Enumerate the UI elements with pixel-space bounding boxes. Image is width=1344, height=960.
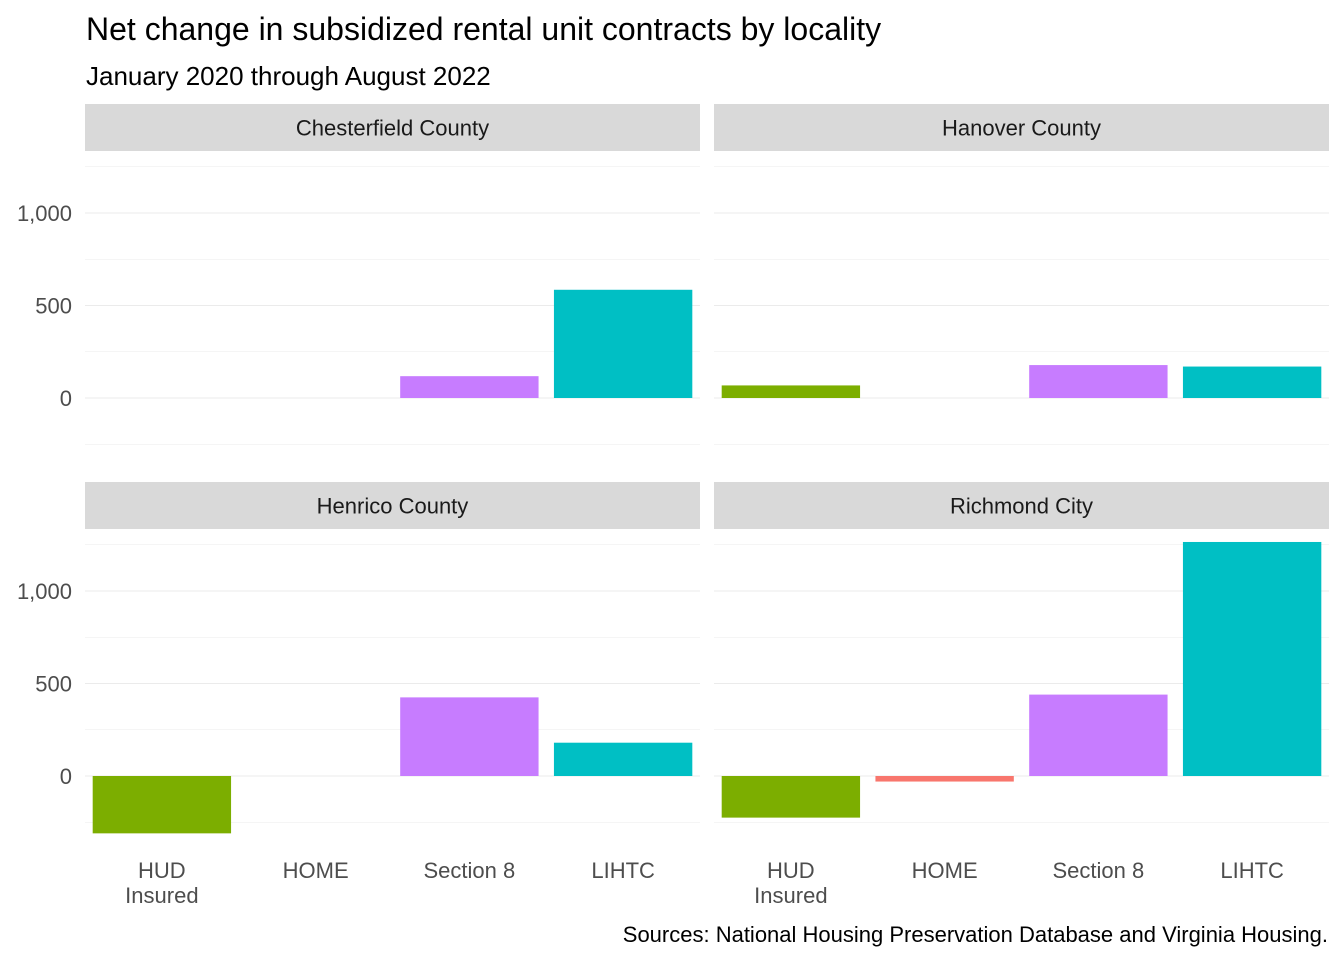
- bar: [1182, 366, 1322, 398]
- bar: [553, 742, 693, 776]
- facet-strip-label: Hanover County: [942, 116, 1101, 141]
- x-tick-label: HUD Insured: [125, 858, 198, 908]
- chart-subtitle: January 2020 through August 2022: [86, 61, 491, 91]
- facet-strip: [714, 104, 1329, 151]
- x-tick-label: LIHTC: [591, 858, 655, 883]
- facet-panel: Henrico County 0 500 1,000 HUD Insured HOME Sec…: [17, 482, 700, 908]
- bar: [721, 776, 861, 818]
- y-tick-label: 1,000: [17, 579, 72, 604]
- facet-panel: Richmond City HUD Insured HOME Section 8 LIHT…: [714, 482, 1329, 908]
- bar: [1182, 541, 1322, 776]
- facet-strip-label: Henrico County: [317, 494, 469, 519]
- bar: [1029, 694, 1168, 776]
- x-tick-label: HOME: [912, 858, 978, 883]
- y-tick-label: 500: [35, 294, 72, 319]
- facet-strip: [714, 482, 1329, 529]
- bar: [1029, 365, 1168, 398]
- y-tick-label: 1,000: [17, 201, 72, 226]
- bar: [721, 385, 861, 398]
- x-tick-label: LIHTC: [1220, 858, 1284, 883]
- bar: [400, 697, 539, 776]
- x-tick-label: HOME: [283, 858, 349, 883]
- facet-strip: [85, 482, 700, 529]
- facet-strip: [85, 104, 700, 151]
- facet-panel: Chesterfield County 0 500 1,000: [17, 104, 700, 445]
- chart-caption: Sources: National Housing Preservation D…: [623, 922, 1328, 947]
- x-tick-label: Section 8: [424, 858, 516, 883]
- bar: [400, 376, 539, 398]
- facet-panels: Chesterfield County 0 500 1,000 Hanover Coun…: [17, 104, 1329, 908]
- bar: [875, 776, 1014, 782]
- x-tick-label: Section 8: [1053, 858, 1145, 883]
- facet-strip-label: Richmond City: [950, 494, 1093, 519]
- y-tick-label: 500: [35, 672, 72, 697]
- facet-panel: Hanover County: [714, 104, 1329, 445]
- x-tick-label: HUD Insured: [754, 858, 827, 908]
- y-tick-label: 0: [60, 764, 72, 789]
- y-tick-label: 0: [60, 386, 72, 411]
- chart-title: Net change in subsidized rental unit con…: [86, 11, 881, 47]
- bar: [92, 776, 232, 834]
- bar: [553, 289, 693, 398]
- facet-strip-label: Chesterfield County: [296, 116, 489, 141]
